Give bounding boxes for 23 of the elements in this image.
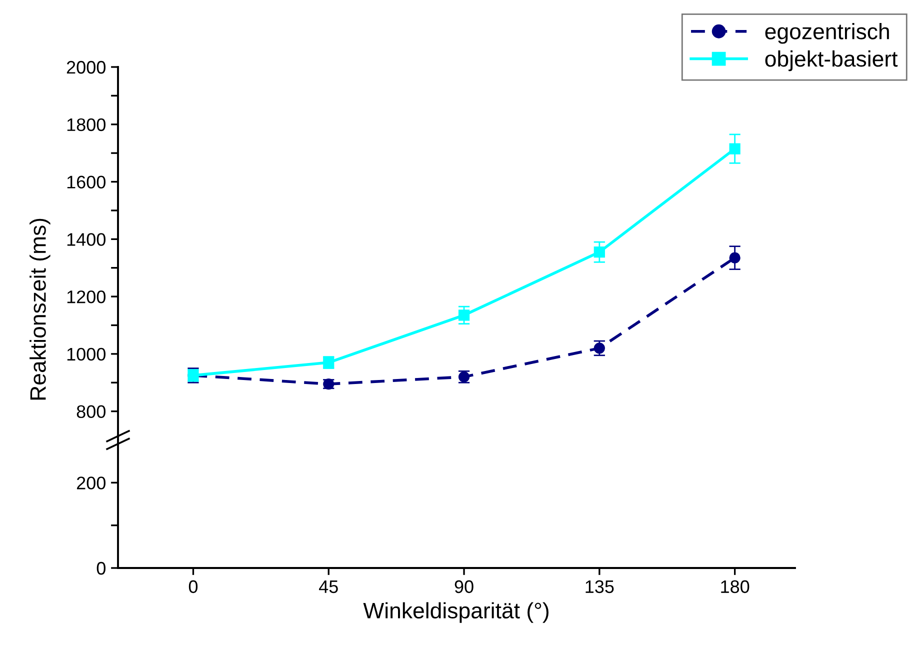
x-tick-label: 90 [454, 580, 474, 594]
x-tick-label: 45 [318, 580, 338, 594]
y-axis-title: Reaktionszeit (ms) [30, 218, 50, 400]
y-tick-label: 1800 [67, 118, 106, 132]
point [729, 143, 740, 154]
x-axis-title: Winkeldisparität (°) [363, 602, 548, 623]
y-tick-label: 1400 [67, 233, 106, 246]
y-tick-label: 2000 [66, 60, 106, 74]
y-tick-label: 1000 [67, 348, 106, 361]
y-tick-label: 0 [96, 562, 106, 575]
y-tick-label: 200 [76, 476, 106, 490]
legend-label: egozentrisch [765, 23, 889, 44]
y-tick-label: 1600 [67, 176, 106, 188]
point [729, 252, 740, 264]
x-tick-label: 135 [586, 580, 614, 594]
point [458, 310, 470, 321]
x-tick-label: 0 [188, 580, 198, 594]
x-tick-label: 180 [721, 580, 750, 594]
point [594, 246, 605, 258]
y-tick-label: 1200 [67, 290, 106, 304]
point [594, 342, 605, 354]
y-tick-label: 800 [76, 405, 106, 418]
legend-label: objekt-basiert [765, 50, 898, 72]
